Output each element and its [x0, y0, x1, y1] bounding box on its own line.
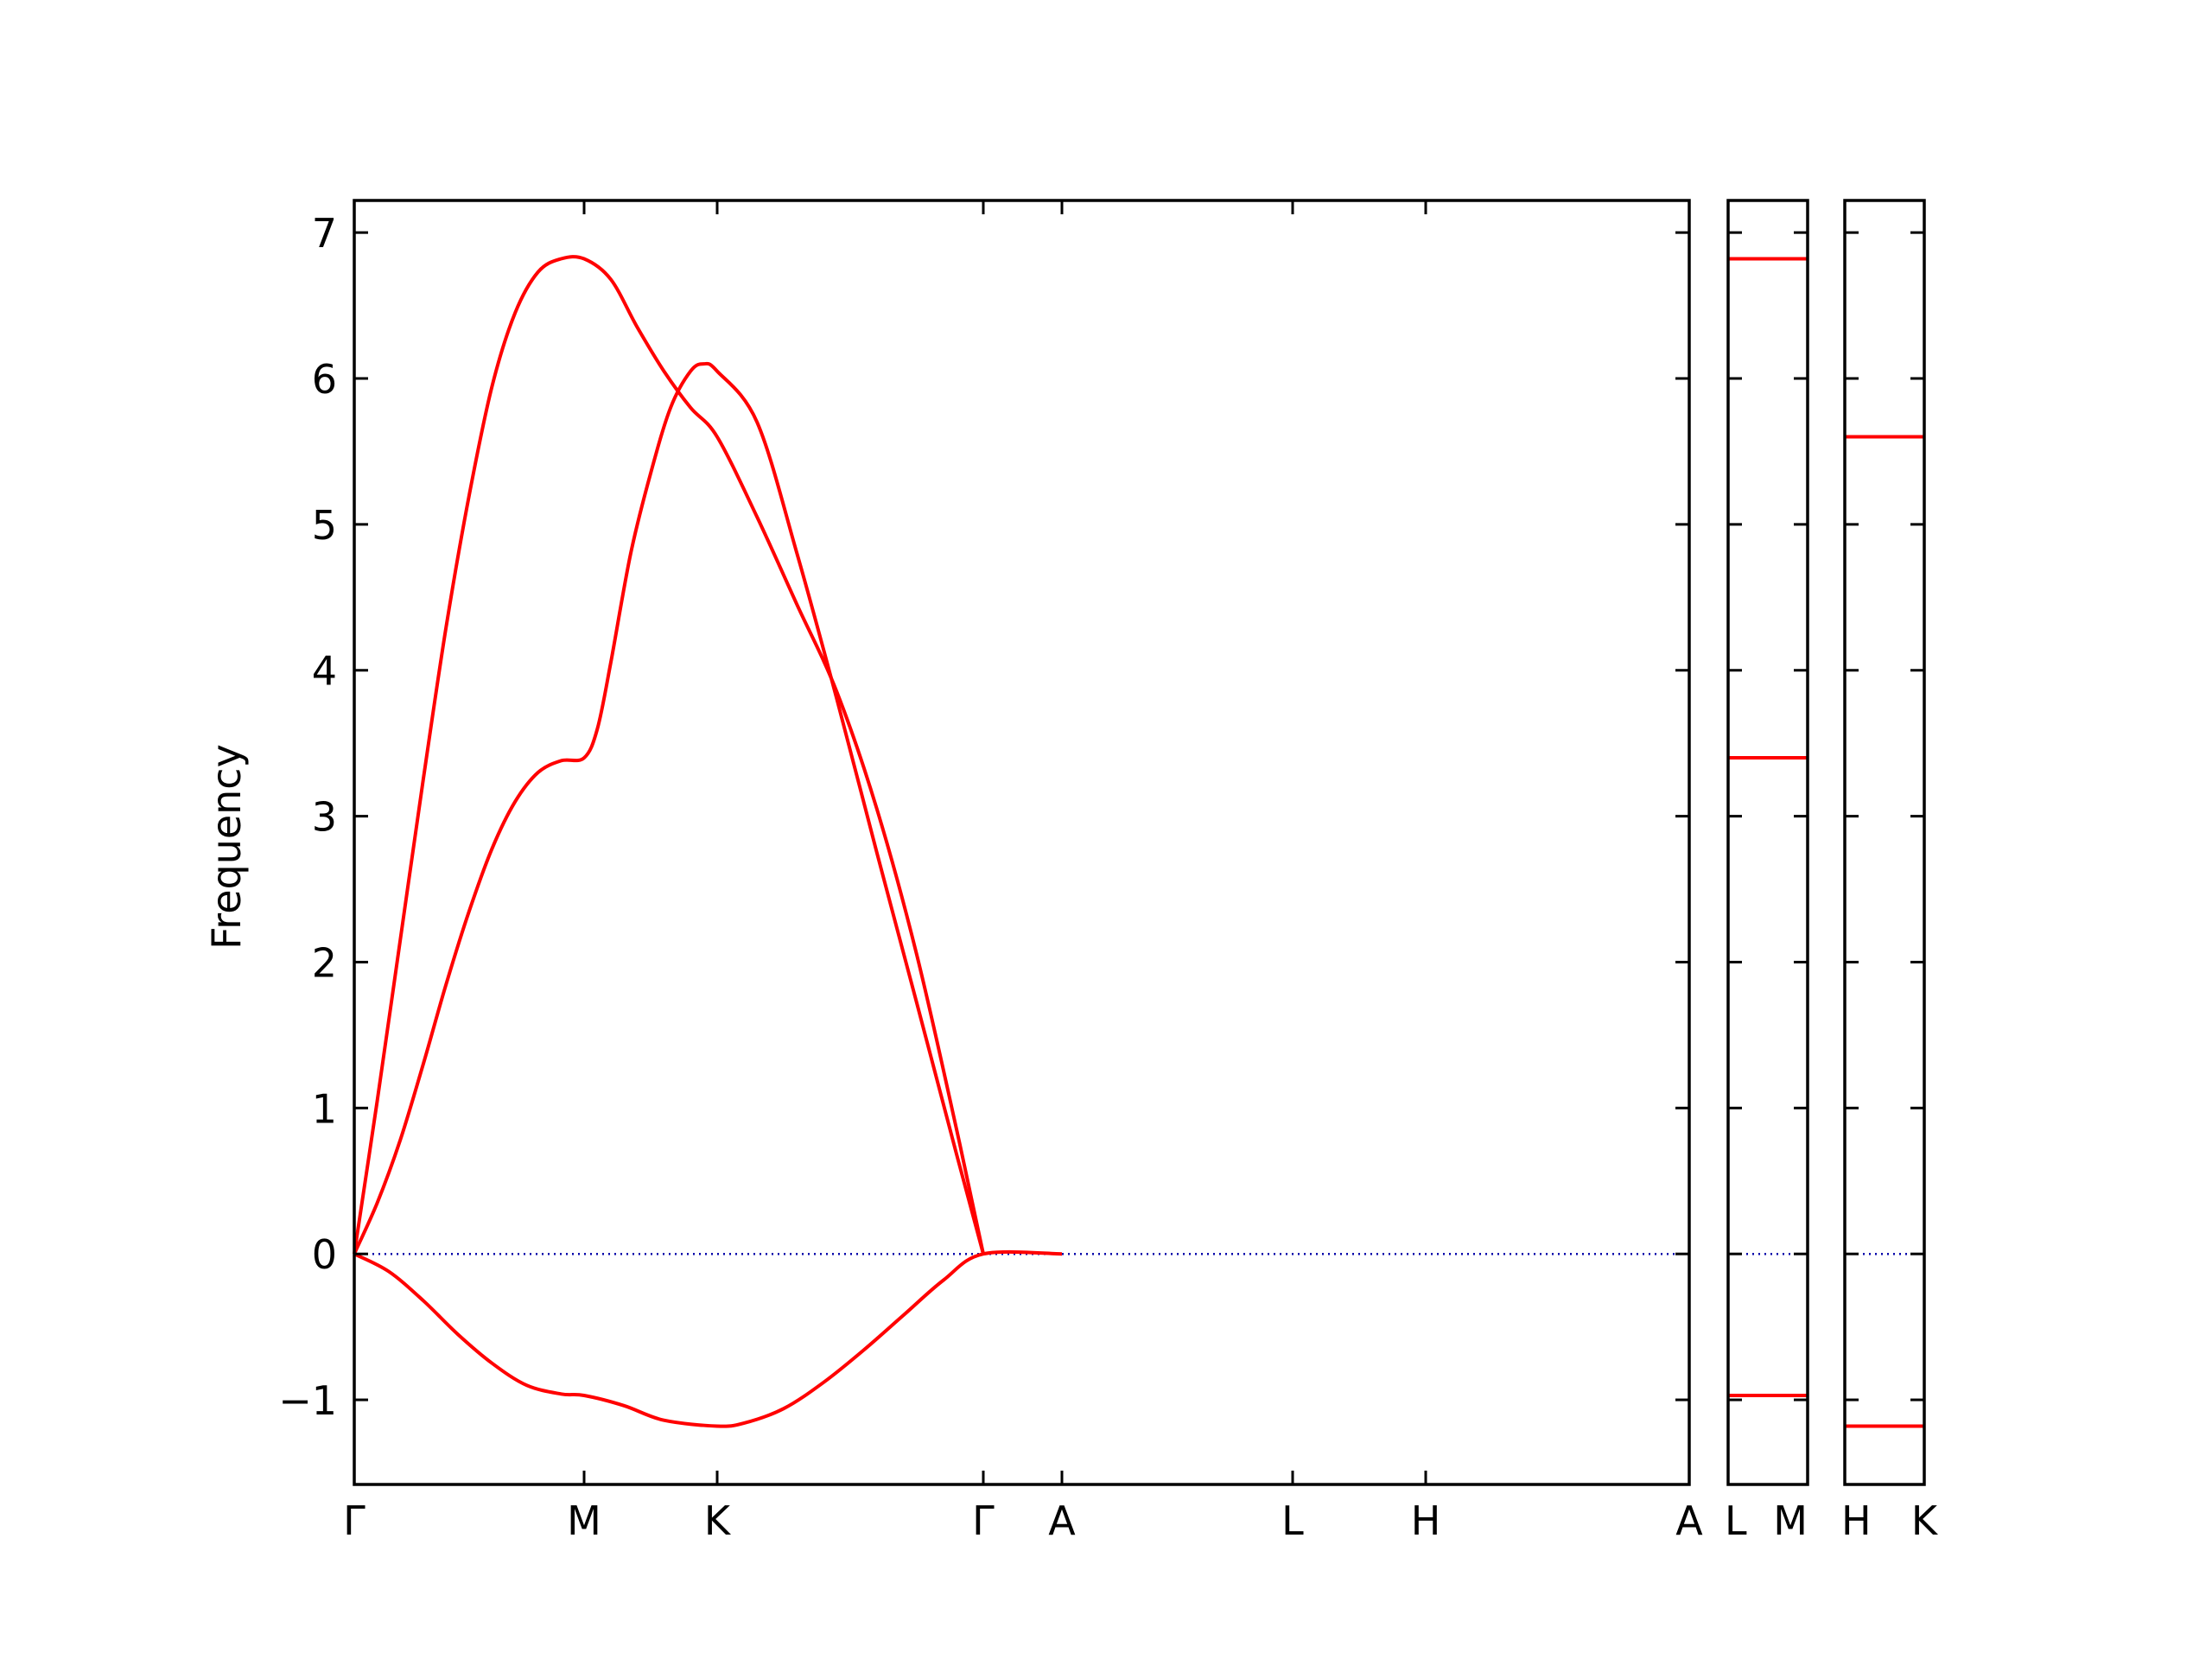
- y-tick-label: 2: [312, 939, 337, 986]
- band-3: [353, 1249, 1063, 1428]
- x-tick-label: M: [567, 1497, 601, 1544]
- y-tick-label: 5: [312, 502, 337, 549]
- y-tick-label: 6: [312, 356, 337, 403]
- band-2: [353, 255, 985, 1255]
- y-tick-label: 3: [312, 794, 337, 841]
- x-tick-label: H: [1411, 1497, 1441, 1544]
- y-tick-label: 0: [312, 1231, 337, 1278]
- y-tick-label: 7: [312, 210, 337, 257]
- y-tick-label: −1: [278, 1377, 337, 1424]
- panel-frame: [1726, 199, 1809, 1486]
- panel-frame: [1843, 199, 1926, 1486]
- band-1: [353, 361, 985, 1255]
- x-tick-label: K: [704, 1497, 732, 1544]
- y-axis-label: Frequency: [203, 744, 250, 950]
- x-tick-label: M: [1773, 1497, 1808, 1544]
- x-tick-label: A: [1675, 1497, 1703, 1544]
- x-tick-label: K: [1911, 1497, 1939, 1544]
- x-tick-label: Γ: [972, 1497, 995, 1544]
- x-tick-label: A: [1048, 1497, 1076, 1544]
- y-tick-label: 1: [312, 1085, 337, 1132]
- x-tick-label: Γ: [343, 1497, 365, 1544]
- x-tick-label: L: [1725, 1497, 1747, 1544]
- x-tick-label: L: [1281, 1497, 1304, 1544]
- y-axis-label-group: Frequency: [203, 744, 250, 950]
- panel-main-path: 7 6 5 4 3 2 1 0 −1 Γ M K Γ A L H A: [278, 199, 1703, 1544]
- panel-frame: [353, 199, 1691, 1486]
- x-tick-label: H: [1841, 1497, 1872, 1544]
- y-tick-label: 4: [312, 648, 337, 695]
